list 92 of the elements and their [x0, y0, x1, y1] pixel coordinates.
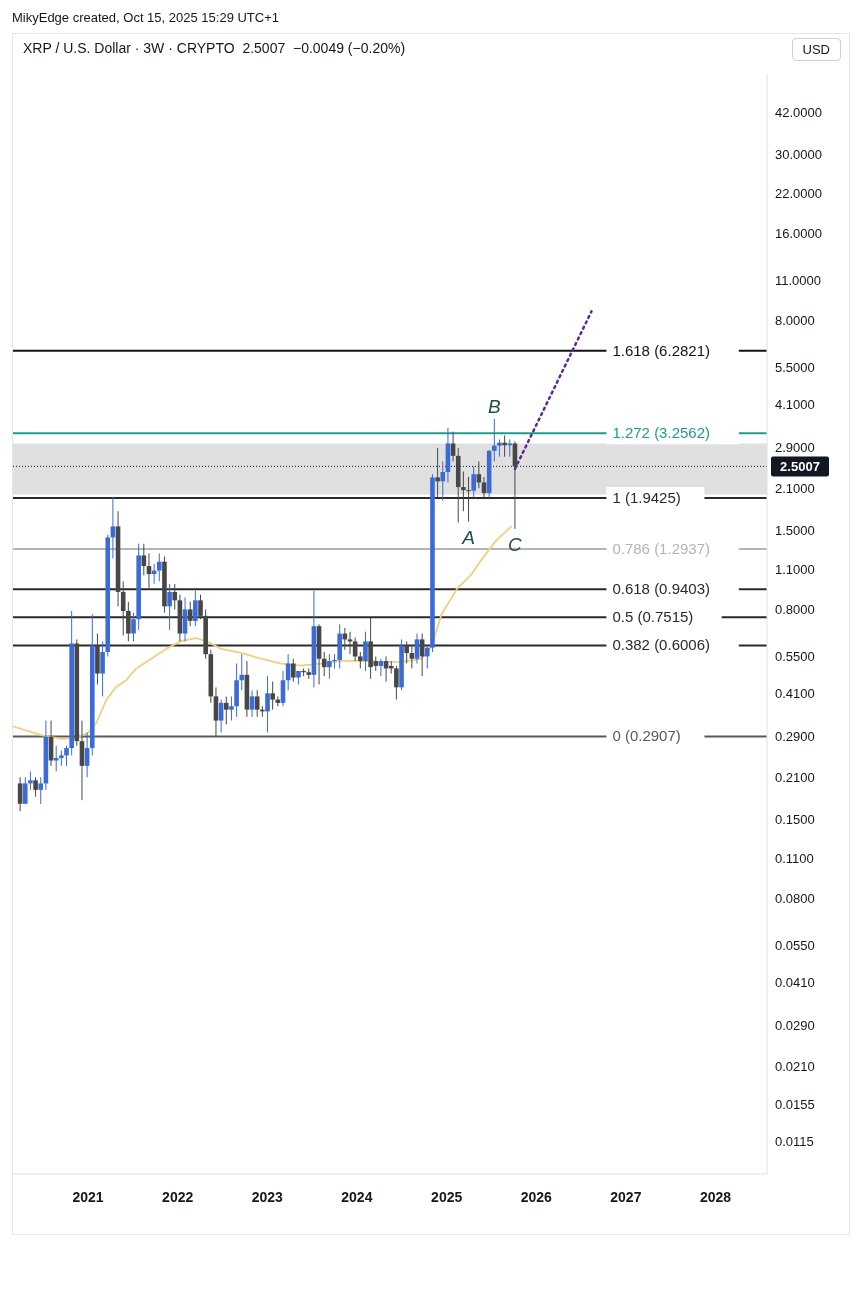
candlestick	[100, 640, 105, 697]
candlestick	[409, 645, 415, 669]
candlestick	[404, 640, 409, 664]
x-tick-label: 2027	[610, 1188, 642, 1205]
candlestick	[141, 543, 147, 576]
x-tick-label: 2022	[162, 1188, 194, 1205]
y-tick-label: 5.5000	[775, 360, 815, 376]
candlestick	[471, 465, 476, 499]
y-tick-label: 16.0000	[775, 226, 822, 242]
ref-line-label: 1.272 (3.2562)	[612, 424, 711, 442]
annotation: C	[508, 533, 523, 555]
candlestick	[64, 745, 69, 767]
y-tick-label: 4.1000	[775, 396, 815, 412]
candlestick	[131, 612, 136, 642]
candlestick	[22, 776, 28, 805]
y-tick-label: 2.9000	[775, 440, 815, 456]
y-tick-label: 0.0210	[775, 1058, 815, 1074]
candlestick	[466, 476, 471, 523]
candlestick	[321, 651, 327, 677]
ref-line-label: 0.5 (0.7515)	[612, 608, 694, 626]
y-tick-label: 0.2100	[775, 769, 815, 785]
candlestick	[265, 675, 270, 734]
y-tick-label: 0.1100	[775, 851, 814, 867]
y-tick-label: 0.5500	[775, 649, 815, 665]
annotation: A	[461, 526, 475, 548]
x-tick-label: 2028	[699, 1188, 732, 1205]
y-tick-label: 22.0000	[775, 186, 822, 202]
ref-line-label: 0.382 (0.6006)	[612, 636, 711, 654]
candlestick	[120, 580, 126, 636]
candlestick	[126, 601, 131, 642]
x-tick-label: 2021	[72, 1188, 104, 1205]
y-tick-label: 0.1500	[775, 812, 815, 828]
candlestick	[239, 653, 245, 691]
x-tick-label: 2025	[431, 1188, 463, 1205]
candlestick	[28, 770, 33, 791]
y-tick-label: 8.0000	[775, 313, 815, 329]
x-tick-label: 2024	[341, 1188, 373, 1205]
y-tick-label: 0.0290	[775, 1018, 815, 1034]
y-tick-label: 30.0000	[775, 147, 822, 163]
y-tick-label: 0.0155	[775, 1096, 815, 1112]
y-tick-label: 0.4100	[775, 685, 815, 701]
candlestick	[33, 776, 38, 798]
y-tick-label: 0.0800	[775, 891, 815, 907]
y-tick-label: 2.1000	[775, 480, 815, 496]
y-tick-label: 1.5000	[775, 523, 815, 539]
text: MikyEdge created, Oct 15, 2025 15:29 UTC+1	[11, 9, 280, 27]
candlestick	[249, 689, 255, 718]
candlestick	[332, 653, 337, 669]
candlestick	[327, 653, 332, 680]
candlestick	[193, 590, 198, 627]
y-tick-label: 0.2900	[775, 729, 815, 745]
candlestick	[172, 583, 178, 610]
candlestick	[53, 745, 59, 772]
x-tick-label: 2023	[251, 1188, 284, 1205]
ref-line-label: 1.618 (6.2821)	[612, 341, 711, 359]
candlestick	[440, 460, 446, 502]
candlestick	[378, 658, 384, 677]
candlestick	[187, 601, 193, 627]
y-tick-label: 42.0000	[775, 104, 822, 120]
x-tick-label: 2026	[520, 1188, 553, 1205]
ref-line-label: 2.5007	[780, 459, 820, 475]
y-tick-label: 0.0550	[775, 938, 815, 954]
candlestick	[167, 583, 172, 631]
candlestick	[198, 594, 203, 620]
candlestick	[435, 447, 440, 499]
y-tick-label: 11.0000	[775, 273, 822, 289]
candlestick	[156, 552, 162, 582]
candlestick	[414, 633, 420, 664]
candlestick	[492, 418, 497, 462]
y-tick-label: 1.1000	[775, 562, 815, 578]
y-tick-label: 0.0410	[775, 974, 815, 990]
annotation: B	[487, 395, 501, 417]
candlestick	[394, 665, 399, 701]
candlestick	[254, 689, 260, 718]
candlestick	[461, 471, 466, 512]
chart-title: XRP / U.S. Dollar · 3W · CRYPTO 2.5007 −0.0049 (−0.20%)	[23, 40, 406, 56]
candlestick	[388, 660, 394, 675]
ref-line-label: 0 (0.2907)	[612, 727, 681, 745]
y-tick-label: 0.0115	[775, 1134, 814, 1150]
candlestick	[481, 476, 487, 499]
y-tick-label: 0.8000	[775, 602, 815, 618]
candlestick	[229, 695, 234, 722]
ref-line-label: 0.786 (1.2937)	[612, 540, 711, 558]
candlestick	[38, 776, 44, 805]
candlestick	[270, 681, 275, 711]
y-axis-title: USD	[791, 38, 841, 61]
ref-line-label: 0.618 (0.9403)	[612, 580, 711, 598]
candlestick	[425, 645, 430, 669]
candlestick	[291, 658, 296, 683]
candlestick	[223, 695, 229, 725]
candlestick	[363, 631, 368, 672]
ref-line-label: 1 (1.9425)	[612, 489, 681, 507]
